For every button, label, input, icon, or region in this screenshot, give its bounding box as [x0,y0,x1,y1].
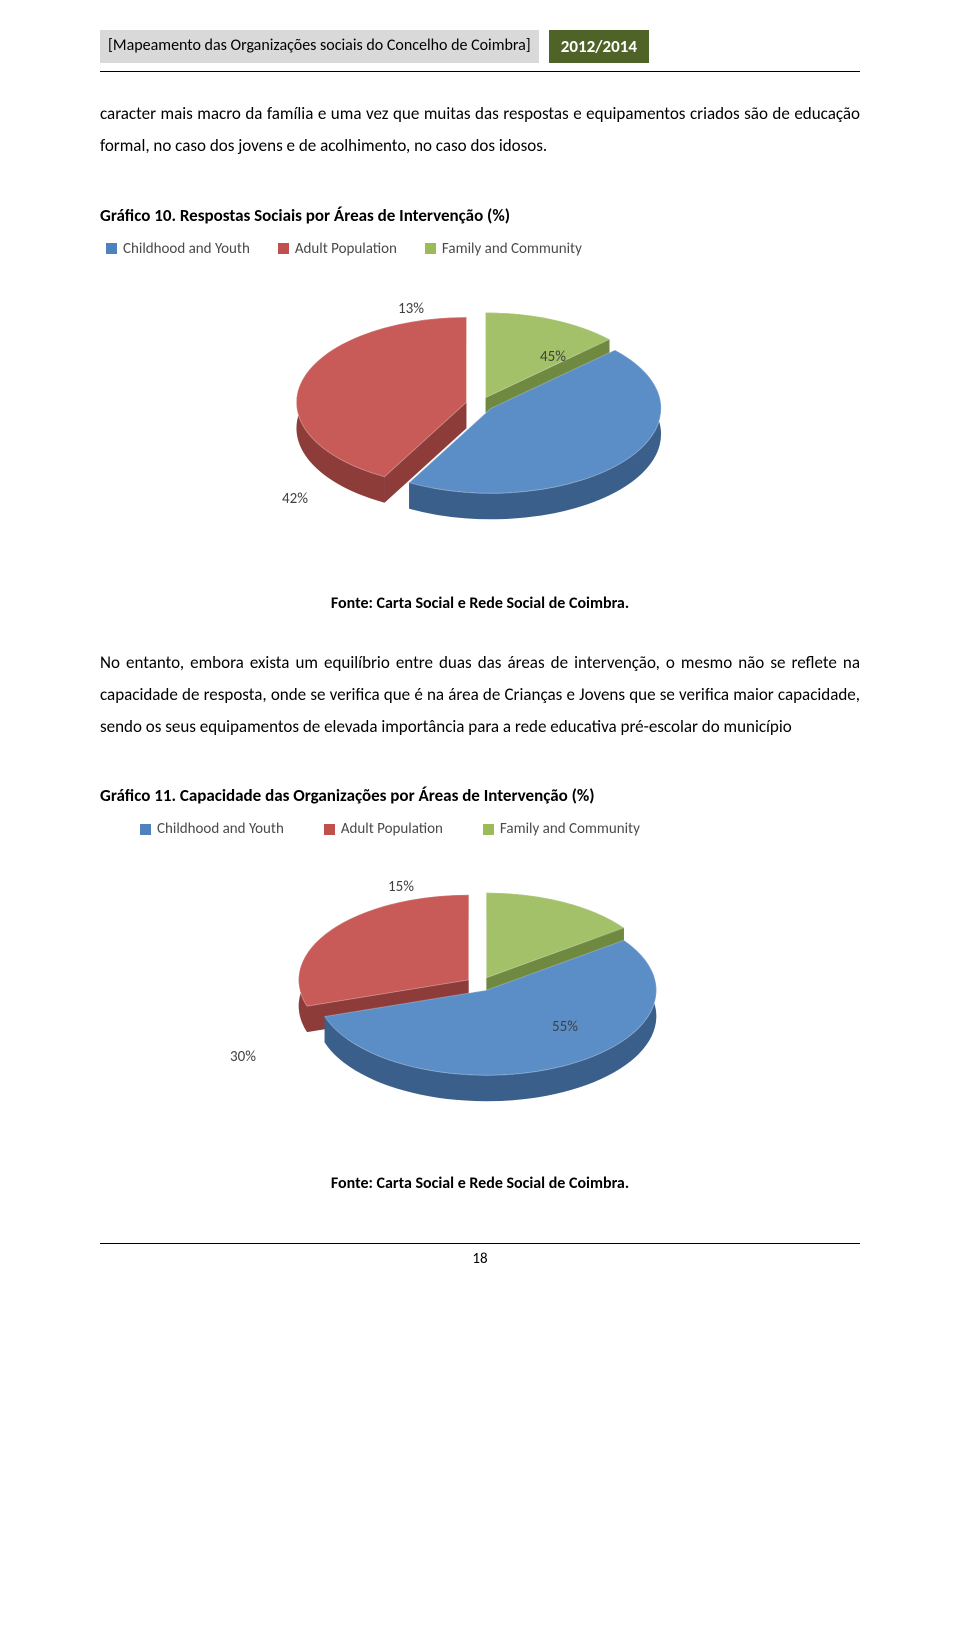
pie-label: 13% [398,300,424,318]
legend-label: Family and Community [442,240,582,258]
pie-label: 55% [552,1018,578,1036]
chart2-source: Fonte: Carta Social e Rede Social de Coi… [100,1174,860,1193]
page-number: 18 [100,1250,860,1268]
legend-label: Adult Population [341,820,443,838]
legend-swatch [483,824,494,835]
pie-svg [220,274,740,554]
page-header: [Mapeamento das Organizações sociais do … [100,30,860,63]
legend-item: Adult Population [324,820,443,838]
pie-label: 30% [230,1048,256,1066]
chart1-pie: 13% 45% 42% [100,274,860,574]
legend-label: Childhood and Youth [123,240,250,258]
body-paragraph-2: No entanto, embora exista um equilíbrio … [100,647,860,744]
legend-item: Childhood and Youth [106,240,250,258]
legend-swatch [140,824,151,835]
chart2-pie: 15% 55% 30% [100,854,860,1154]
legend-item: Childhood and Youth [140,820,284,838]
chart1-legend: Childhood and Youth Adult Population Fam… [106,240,860,258]
chart1-source: Fonte: Carta Social e Rede Social de Coi… [100,594,860,613]
footer-divider [100,1243,860,1244]
chart2-legend: Childhood and Youth Adult Population Fam… [140,820,860,838]
legend-label: Adult Population [295,240,397,258]
body-paragraph-1: caracter mais macro da família e uma vez… [100,98,860,163]
pie-label: 45% [540,348,566,366]
header-year: 2012/2014 [549,30,649,63]
legend-label: Childhood and Youth [157,820,284,838]
legend-item: Family and Community [483,820,640,838]
header-title: [Mapeamento das Organizações sociais do … [100,30,539,63]
header-divider [100,71,860,72]
chart2-title: Gráfico 11. Capacidade das Organizações … [100,785,860,806]
pie-label: 15% [388,878,414,896]
legend-swatch [106,243,117,254]
legend-item: Adult Population [278,240,397,258]
legend-label: Family and Community [500,820,640,838]
pie-svg [220,854,740,1134]
legend-swatch [278,243,289,254]
pie-label: 42% [282,490,308,508]
legend-swatch [324,824,335,835]
chart1-title: Gráfico 10. Respostas Sociais por Áreas … [100,205,860,226]
legend-swatch [425,243,436,254]
legend-item: Family and Community [425,240,582,258]
